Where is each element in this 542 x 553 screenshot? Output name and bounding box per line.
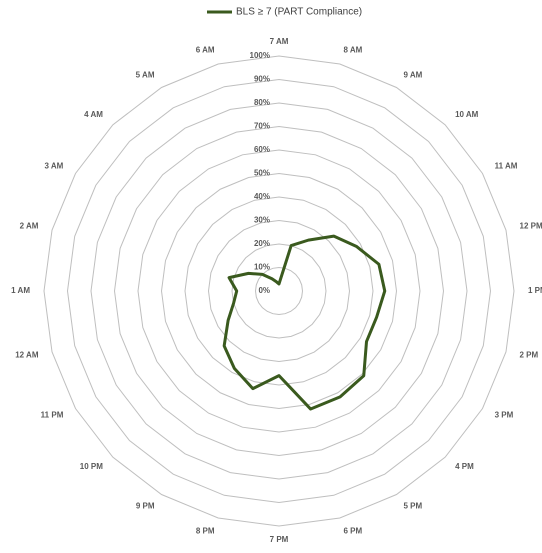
legend-label: BLS ≥ 7 (PART Compliance): [236, 7, 362, 18]
category-label: 4 PM: [455, 462, 474, 471]
category-label: 8 PM: [196, 527, 215, 536]
grid-ring: [113, 125, 445, 457]
r-tick-label: 80%: [254, 98, 270, 107]
category-label: 10 AM: [455, 110, 479, 119]
category-label: 6 PM: [343, 527, 362, 536]
category-label: 12 AM: [15, 351, 39, 360]
category-label: 6 AM: [196, 46, 215, 55]
category-label: 10 PM: [80, 462, 103, 471]
category-label: 1 PM: [528, 286, 542, 295]
grid-ring: [90, 102, 468, 480]
r-tick-label: 100%: [250, 51, 270, 60]
category-label: 9 PM: [136, 502, 155, 511]
r-tick-label: 40%: [254, 192, 270, 201]
r-tick-label: 0%: [258, 286, 270, 295]
grid-ring: [231, 243, 327, 339]
r-tick-label: 10%: [254, 263, 270, 272]
series-line: [222, 234, 387, 411]
category-label: 7 PM: [270, 535, 289, 544]
category-label: 8 AM: [343, 46, 362, 55]
category-label: 7 AM: [270, 37, 289, 46]
grid-ring: [207, 219, 351, 363]
category-label: 4 AM: [84, 110, 103, 119]
category-label: 1 AM: [11, 286, 30, 295]
r-tick-label: 50%: [254, 169, 270, 178]
r-tick-label: 90%: [254, 75, 270, 84]
category-label: 11 AM: [495, 162, 518, 171]
category-label: 5 PM: [404, 502, 423, 511]
r-tick-label: 20%: [254, 239, 270, 248]
category-label: 3 PM: [495, 411, 514, 420]
category-label: 2 AM: [20, 222, 39, 231]
grid-ring: [254, 266, 304, 316]
category-label: 12 PM: [520, 222, 542, 231]
category-label: 5 AM: [136, 70, 155, 79]
grid-ring: [184, 196, 374, 386]
r-tick-label: 70%: [254, 122, 270, 131]
r-tick-label: 30%: [254, 216, 270, 225]
r-tick-label: 60%: [254, 145, 270, 154]
category-label: 3 AM: [45, 162, 64, 171]
grid-ring: [160, 172, 398, 410]
category-label: 11 PM: [41, 411, 64, 420]
grid-ring: [137, 149, 421, 433]
category-label: 9 AM: [404, 70, 423, 79]
grid-ring: [66, 78, 492, 504]
category-label: 2 PM: [520, 351, 539, 360]
grid-ring: [43, 55, 515, 527]
